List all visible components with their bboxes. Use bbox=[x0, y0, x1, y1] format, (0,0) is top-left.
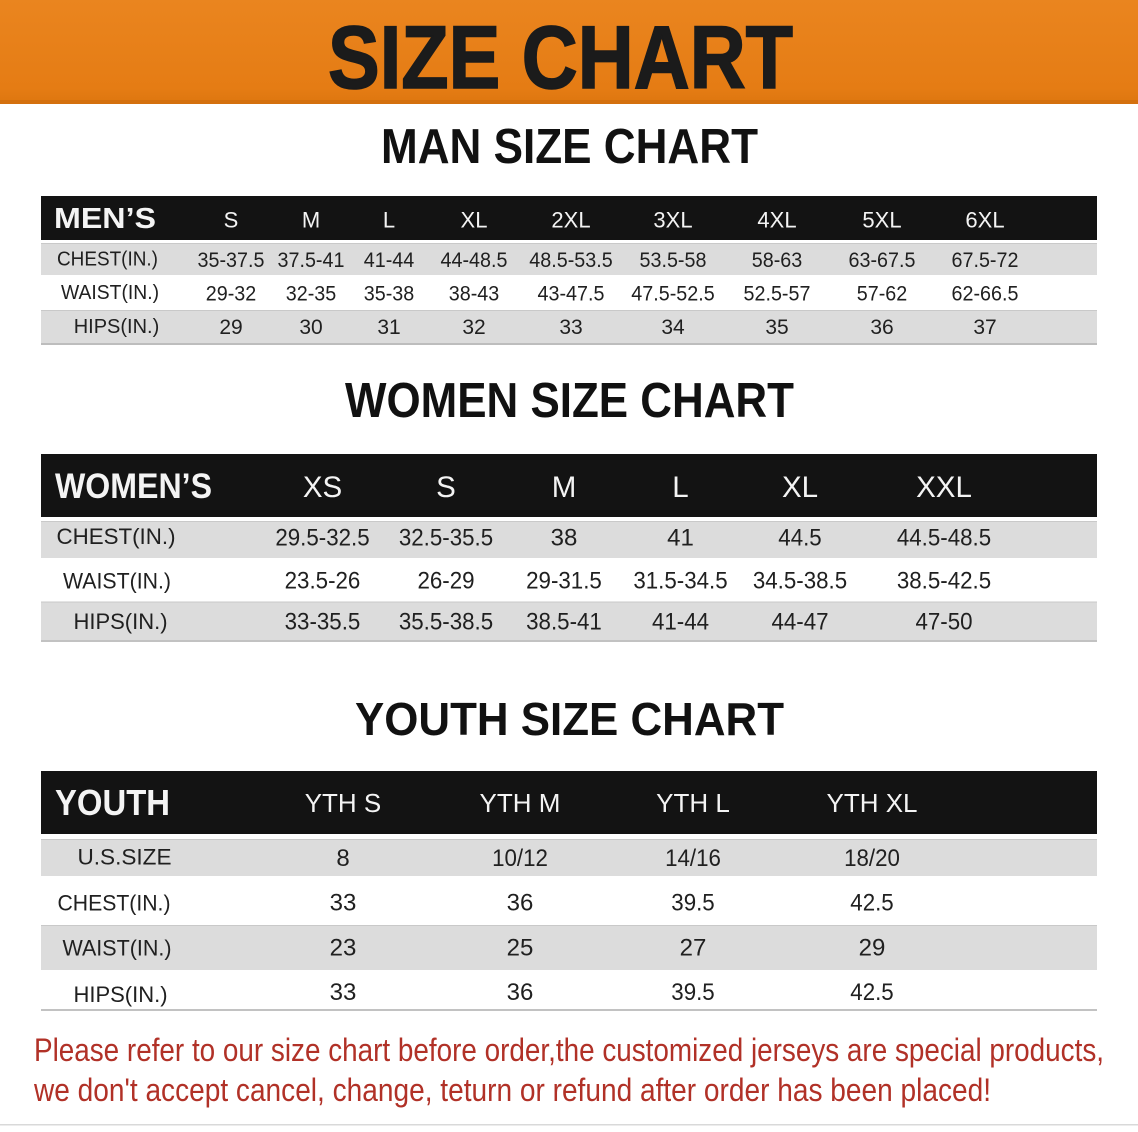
svg-text:29-32: 29-32 bbox=[206, 283, 257, 306]
svg-text:WAIST(IN.): WAIST(IN.) bbox=[63, 569, 171, 594]
svg-text:33-35.5: 33-35.5 bbox=[285, 609, 361, 636]
svg-text:32.5-35.5: 32.5-35.5 bbox=[399, 525, 493, 552]
svg-text:YTH S: YTH S bbox=[305, 788, 382, 818]
svg-text:47-50: 47-50 bbox=[915, 609, 972, 636]
svg-text:XL: XL bbox=[461, 208, 488, 233]
svg-text:42.5: 42.5 bbox=[850, 979, 893, 1006]
svg-text:we don't accept cancel, change: we don't accept cancel, change, teturn o… bbox=[33, 1072, 991, 1108]
svg-text:WOMEN SIZE CHART: WOMEN SIZE CHART bbox=[345, 373, 794, 428]
svg-text:M: M bbox=[552, 471, 577, 504]
svg-text:33: 33 bbox=[330, 979, 357, 1006]
svg-text:YOUTH SIZE CHART: YOUTH SIZE CHART bbox=[355, 693, 784, 745]
svg-text:CHEST(IN.): CHEST(IN.) bbox=[58, 891, 171, 916]
svg-text:41: 41 bbox=[667, 525, 694, 552]
svg-text:44-47: 44-47 bbox=[771, 609, 828, 636]
svg-text:62-66.5: 62-66.5 bbox=[952, 283, 1019, 306]
svg-text:L: L bbox=[672, 471, 688, 504]
svg-text:M: M bbox=[302, 208, 320, 233]
svg-text:35-38: 35-38 bbox=[364, 283, 415, 306]
svg-text:53.5-58: 53.5-58 bbox=[640, 249, 707, 272]
svg-text:10/12: 10/12 bbox=[492, 845, 548, 872]
svg-text:29.5-32.5: 29.5-32.5 bbox=[275, 525, 369, 552]
svg-text:MAN SIZE CHART: MAN SIZE CHART bbox=[381, 119, 758, 174]
svg-text:58-63: 58-63 bbox=[752, 249, 803, 272]
svg-text:32-35: 32-35 bbox=[286, 283, 337, 306]
svg-text:63-67.5: 63-67.5 bbox=[849, 249, 916, 272]
svg-text:39.5: 39.5 bbox=[671, 979, 714, 1006]
svg-text:YTH XL: YTH XL bbox=[826, 788, 917, 818]
svg-text:38: 38 bbox=[551, 525, 578, 552]
svg-text:MEN’S: MEN’S bbox=[54, 203, 156, 235]
svg-text:33: 33 bbox=[330, 890, 357, 917]
svg-text:44-48.5: 44-48.5 bbox=[441, 249, 508, 272]
svg-text:Please refer to our size chart: Please refer to our size chart before or… bbox=[34, 1032, 1104, 1068]
svg-text:41-44: 41-44 bbox=[364, 249, 415, 272]
svg-text:27: 27 bbox=[680, 935, 707, 962]
svg-text:39.5: 39.5 bbox=[671, 890, 714, 917]
svg-text:HIPS(IN.): HIPS(IN.) bbox=[73, 982, 167, 1007]
svg-text:44.5: 44.5 bbox=[778, 525, 821, 552]
svg-text:23.5-26: 23.5-26 bbox=[285, 568, 361, 595]
svg-text:35-37.5: 35-37.5 bbox=[198, 249, 265, 272]
svg-text:29: 29 bbox=[859, 935, 886, 962]
svg-text:44.5-48.5: 44.5-48.5 bbox=[897, 525, 991, 552]
svg-text:52.5-57: 52.5-57 bbox=[744, 283, 811, 306]
svg-text:S: S bbox=[436, 471, 456, 504]
svg-text:38-43: 38-43 bbox=[449, 283, 500, 306]
svg-text:35.5-38.5: 35.5-38.5 bbox=[399, 609, 493, 636]
svg-text:48.5-53.5: 48.5-53.5 bbox=[529, 249, 612, 272]
svg-text:8: 8 bbox=[336, 845, 349, 872]
svg-text:3XL: 3XL bbox=[653, 208, 692, 233]
svg-text:CHEST(IN.): CHEST(IN.) bbox=[57, 524, 176, 549]
svg-text:31: 31 bbox=[377, 316, 400, 339]
svg-text:5XL: 5XL bbox=[862, 208, 901, 233]
svg-text:38.5-41: 38.5-41 bbox=[526, 609, 602, 636]
svg-text:XXL: XXL bbox=[916, 471, 972, 504]
svg-text:47.5-52.5: 47.5-52.5 bbox=[631, 283, 714, 306]
svg-text:32: 32 bbox=[462, 316, 485, 339]
svg-text:WAIST(IN.): WAIST(IN.) bbox=[61, 282, 159, 304]
svg-text:WOMEN’S: WOMEN’S bbox=[55, 467, 212, 506]
svg-text:YTH M: YTH M bbox=[480, 788, 561, 818]
svg-text:34.5-38.5: 34.5-38.5 bbox=[753, 568, 847, 595]
svg-text:14/16: 14/16 bbox=[665, 845, 721, 872]
svg-text:43-47.5: 43-47.5 bbox=[538, 283, 605, 306]
svg-text:XL: XL bbox=[782, 471, 818, 504]
svg-text:29: 29 bbox=[219, 316, 242, 339]
svg-text:25: 25 bbox=[507, 935, 534, 962]
svg-text:18/20: 18/20 bbox=[844, 845, 900, 872]
svg-text:4XL: 4XL bbox=[757, 208, 796, 233]
svg-text:YTH L: YTH L bbox=[656, 788, 730, 818]
svg-text:57-62: 57-62 bbox=[857, 283, 908, 306]
svg-text:XS: XS bbox=[303, 471, 342, 504]
svg-text:30: 30 bbox=[299, 316, 322, 339]
svg-text:41-44: 41-44 bbox=[652, 609, 709, 636]
svg-text:6XL: 6XL bbox=[965, 208, 1004, 233]
svg-text:36: 36 bbox=[507, 890, 534, 917]
svg-text:29-31.5: 29-31.5 bbox=[526, 568, 602, 595]
svg-text:36: 36 bbox=[507, 979, 534, 1006]
svg-text:U.S.SIZE: U.S.SIZE bbox=[78, 845, 172, 870]
svg-text:35: 35 bbox=[765, 316, 788, 339]
svg-text:26-29: 26-29 bbox=[417, 568, 474, 595]
svg-text:33: 33 bbox=[559, 316, 582, 339]
svg-text:67.5-72: 67.5-72 bbox=[952, 249, 1019, 272]
svg-text:YOUTH: YOUTH bbox=[55, 782, 170, 823]
svg-text:SIZE CHART: SIZE CHART bbox=[328, 7, 793, 107]
svg-text:42.5: 42.5 bbox=[850, 890, 893, 917]
svg-text:2XL: 2XL bbox=[551, 208, 590, 233]
svg-text:36: 36 bbox=[870, 316, 893, 339]
svg-text:37: 37 bbox=[973, 316, 996, 339]
svg-text:34: 34 bbox=[661, 316, 685, 339]
svg-text:CHEST(IN.): CHEST(IN.) bbox=[57, 249, 158, 271]
svg-text:38.5-42.5: 38.5-42.5 bbox=[897, 568, 991, 595]
svg-text:HIPS(IN.): HIPS(IN.) bbox=[73, 609, 167, 634]
svg-text:31.5-34.5: 31.5-34.5 bbox=[633, 568, 727, 595]
svg-text:HIPS(IN.): HIPS(IN.) bbox=[74, 316, 160, 338]
svg-text:37.5-41: 37.5-41 bbox=[278, 249, 345, 272]
svg-text:23: 23 bbox=[330, 935, 357, 962]
svg-text:S: S bbox=[224, 208, 239, 233]
svg-text:L: L bbox=[383, 208, 395, 233]
svg-text:WAIST(IN.): WAIST(IN.) bbox=[63, 936, 172, 961]
